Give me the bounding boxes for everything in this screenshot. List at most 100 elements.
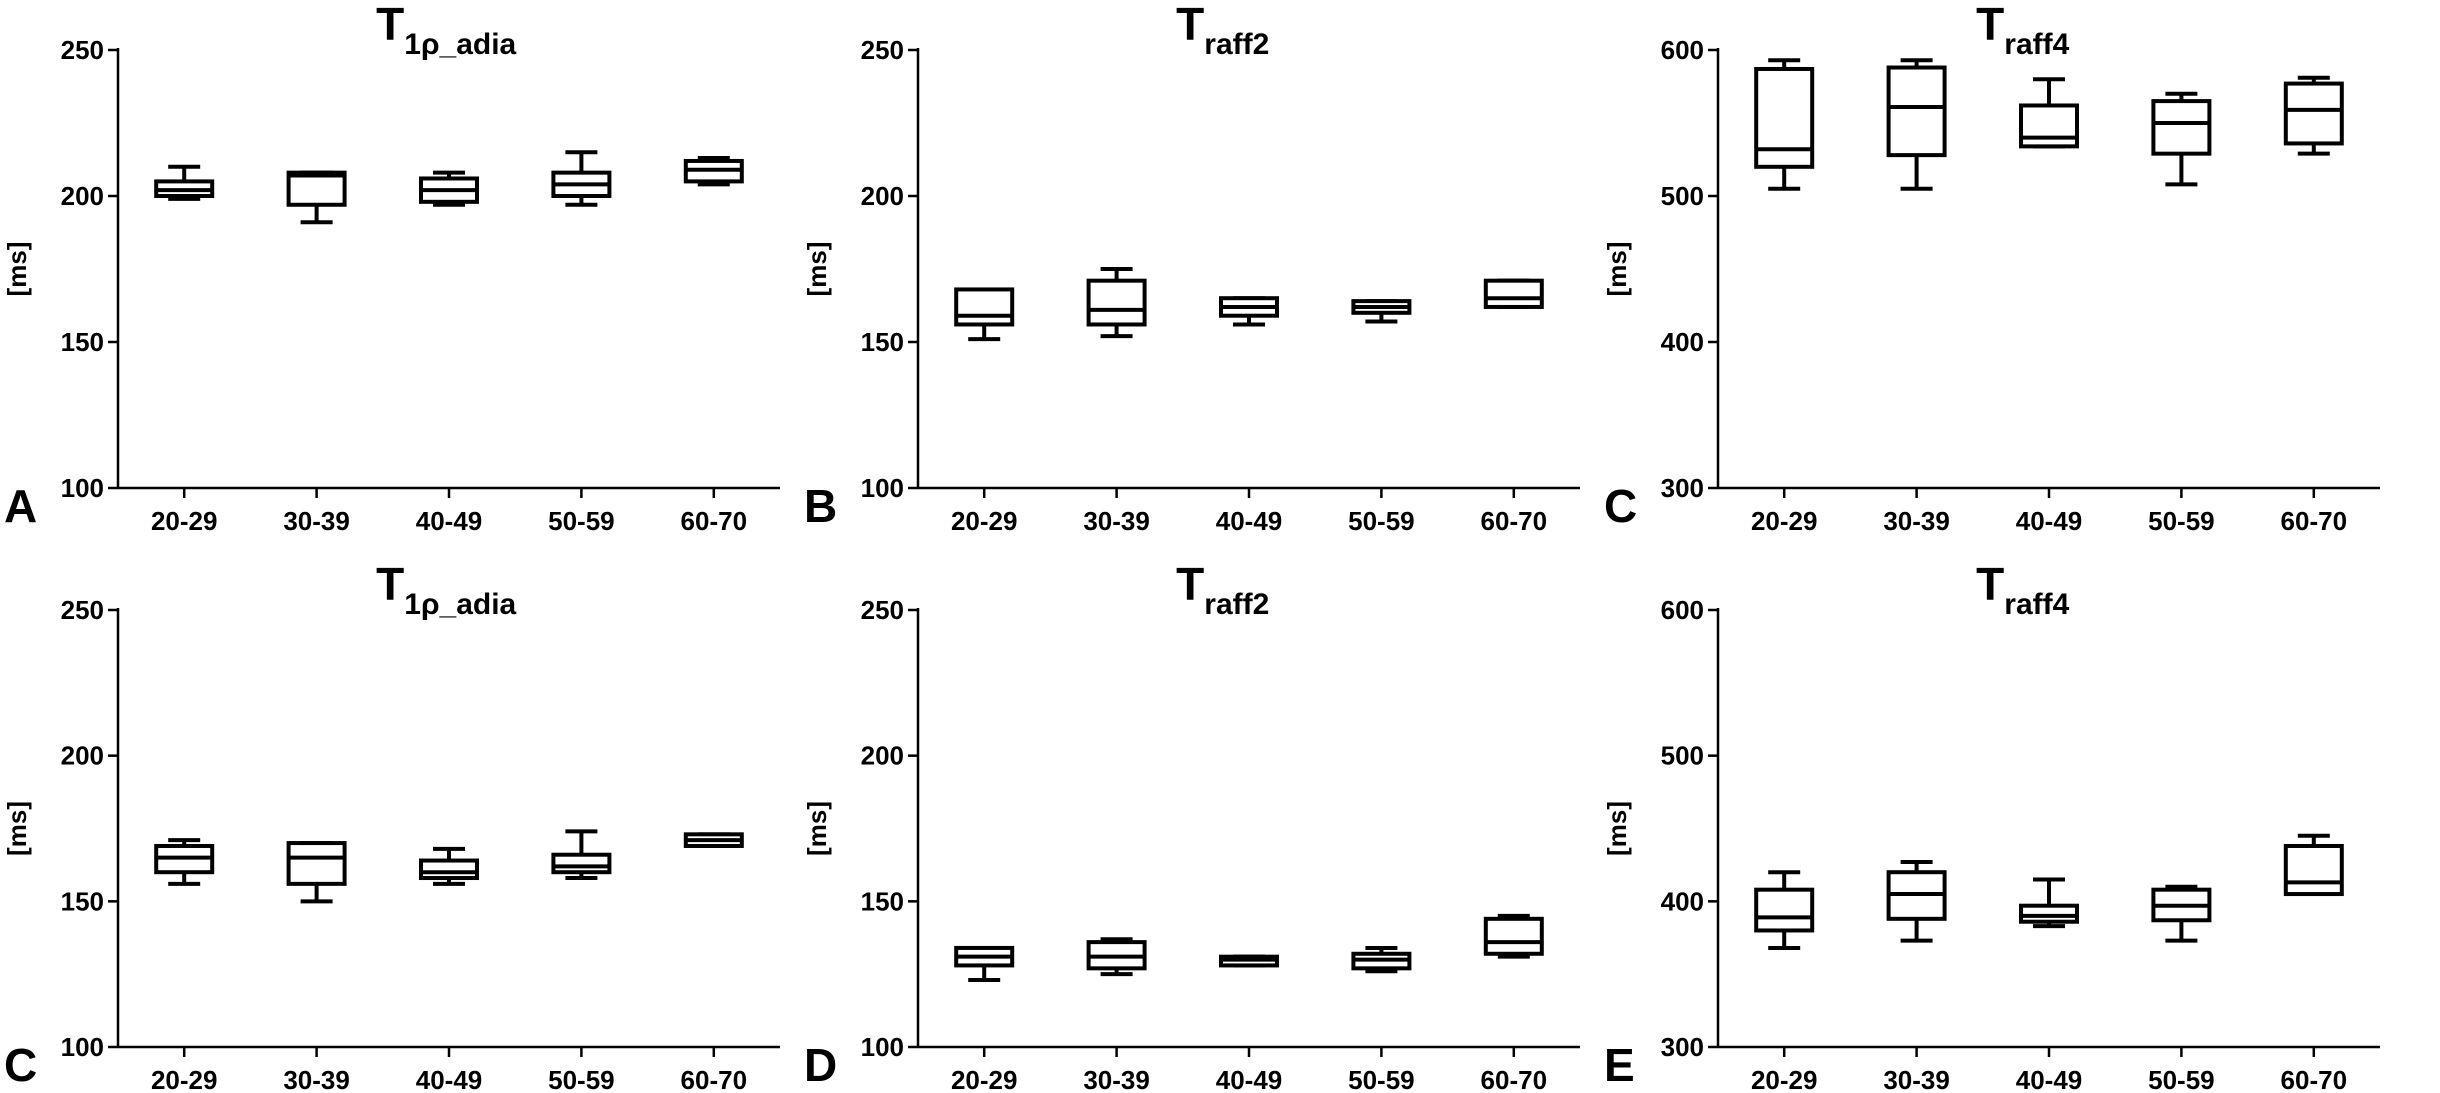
iqr-box: [1886, 65, 1947, 158]
iqr-box: [2019, 903, 2079, 924]
y-tick-label: 500: [1661, 741, 1704, 771]
chart-title-main: T: [376, 558, 404, 610]
chart-title-main: T: [1176, 558, 1204, 610]
box-plot: [286, 841, 347, 904]
chart-panel: 100 150 200 250 [ms] 20-29 30-39 40-49 50-59 60-7…: [2, 0, 780, 536]
y-axis-title: [ms]: [1602, 242, 1632, 297]
x-category-label: 30-39: [283, 506, 350, 536]
box-plot: [1086, 937, 1147, 977]
box-plot: [1219, 296, 1279, 327]
chart-title-main: T: [1976, 558, 2004, 610]
box-plot: [954, 945, 1015, 982]
y-tick-label: 150: [61, 886, 104, 916]
y-tick-label: 500: [1661, 181, 1704, 211]
x-category-label: 50-59: [1348, 1065, 1415, 1093]
x-category-label: 50-59: [2148, 506, 2215, 536]
box-plot: [2283, 833, 2344, 897]
y-tick-label: 200: [61, 181, 104, 211]
box-plot: [551, 829, 612, 881]
box-plot: [1351, 945, 1412, 974]
x-category-label: 20-29: [951, 506, 1018, 536]
iqr-box: [1754, 66, 1815, 169]
box-plot: [1754, 870, 1815, 950]
x-category-label: 40-49: [416, 1065, 483, 1093]
x-category-label: 20-29: [151, 1065, 218, 1093]
x-category-label: 30-39: [1883, 506, 1950, 536]
box-plot: [286, 170, 347, 225]
box-plot: [1483, 278, 1544, 309]
panel-letter: C: [1604, 480, 1637, 532]
iqr-box: [1483, 916, 1544, 956]
box-plot: [551, 150, 612, 207]
iqr-box: [2019, 103, 2079, 149]
chart-panel: 300 400 500 600 [ms] 20-29 30-39 40-49 50-59 60-7…: [1602, 0, 2380, 536]
x-category-label: 50-59: [1348, 506, 1415, 536]
y-tick-label: 300: [1661, 473, 1704, 503]
iqr-box: [2151, 99, 2212, 156]
x-category-label: 40-49: [1216, 1065, 1283, 1093]
iqr-box: [1754, 887, 1815, 933]
y-tick-label: 150: [861, 886, 904, 916]
y-tick-label: 400: [1661, 886, 1704, 916]
chart-title-main: T: [376, 0, 404, 50]
iqr-box: [2283, 843, 2344, 897]
chart-title-main: T: [1976, 0, 2004, 50]
x-category-label: 40-49: [2016, 1065, 2083, 1093]
box-plot: [683, 832, 744, 848]
panel-letter: E: [1604, 1039, 1635, 1091]
chart-title-subscript: raff4: [2004, 28, 2069, 61]
x-category-label: 50-59: [548, 1065, 615, 1093]
iqr-box: [954, 287, 1015, 327]
y-axis-title: [ms]: [1602, 801, 1632, 856]
y-tick-label: 100: [61, 473, 104, 503]
box-plot: [954, 287, 1015, 342]
box-plot: [683, 156, 744, 187]
x-category-label: 60-70: [1481, 1065, 1548, 1093]
x-category-label: 20-29: [951, 1065, 1018, 1093]
box-plot: [154, 164, 215, 201]
box-plot: [419, 170, 479, 207]
y-axis-title: [ms]: [2, 801, 32, 856]
box-plot: [2151, 91, 2212, 187]
x-category-label: 20-29: [151, 506, 218, 536]
box-plot: [2019, 77, 2079, 149]
iqr-box: [286, 170, 347, 207]
y-tick-label: 200: [861, 741, 904, 771]
y-tick-label: 150: [61, 327, 104, 357]
x-category-label: 30-39: [283, 1065, 350, 1093]
iqr-box: [286, 841, 347, 886]
box-plot: [1351, 299, 1412, 324]
y-tick-label: 600: [1661, 35, 1704, 65]
y-tick-label: 250: [861, 595, 904, 625]
x-category-label: 40-49: [2016, 506, 2083, 536]
chart-panel: 100 150 200 250 [ms] 20-29 30-39 40-49 50-59 60-7…: [802, 0, 1580, 536]
y-tick-label: 100: [861, 473, 904, 503]
chart-title-subscript: raff2: [1204, 28, 1269, 61]
y-axis-title: [ms]: [802, 801, 832, 856]
iqr-box: [1483, 278, 1544, 309]
chart-title-subscript: 1ρ_adia: [404, 588, 516, 621]
x-category-label: 60-70: [681, 1065, 748, 1093]
box-plot: [1886, 860, 1947, 943]
chart-title-main: T: [1176, 0, 1204, 50]
y-tick-label: 200: [61, 741, 104, 771]
x-category-label: 40-49: [1216, 506, 1283, 536]
box-plot: [419, 846, 479, 886]
x-category-label: 60-70: [2281, 506, 2348, 536]
y-tick-label: 250: [61, 35, 104, 65]
y-tick-label: 200: [861, 181, 904, 211]
chart-title: Traff4: [1976, 558, 2069, 621]
x-category-label: 60-70: [681, 506, 748, 536]
chart-title: Traff4: [1976, 0, 2069, 61]
box-plot: [1483, 913, 1544, 959]
x-category-label: 30-39: [1883, 1065, 1950, 1093]
panel-letter: D: [804, 1039, 837, 1091]
x-category-label: 50-59: [2148, 1065, 2215, 1093]
chart-title: Traff2: [1176, 0, 1269, 61]
y-tick-label: 600: [1661, 595, 1704, 625]
chart-title-subscript: raff4: [2004, 588, 2069, 621]
y-tick-label: 100: [61, 1032, 104, 1062]
x-category-label: 40-49: [416, 506, 483, 536]
chart-panel: 100 150 200 250 [ms] 20-29 30-39 40-49 50-59 60-7…: [2, 558, 780, 1093]
